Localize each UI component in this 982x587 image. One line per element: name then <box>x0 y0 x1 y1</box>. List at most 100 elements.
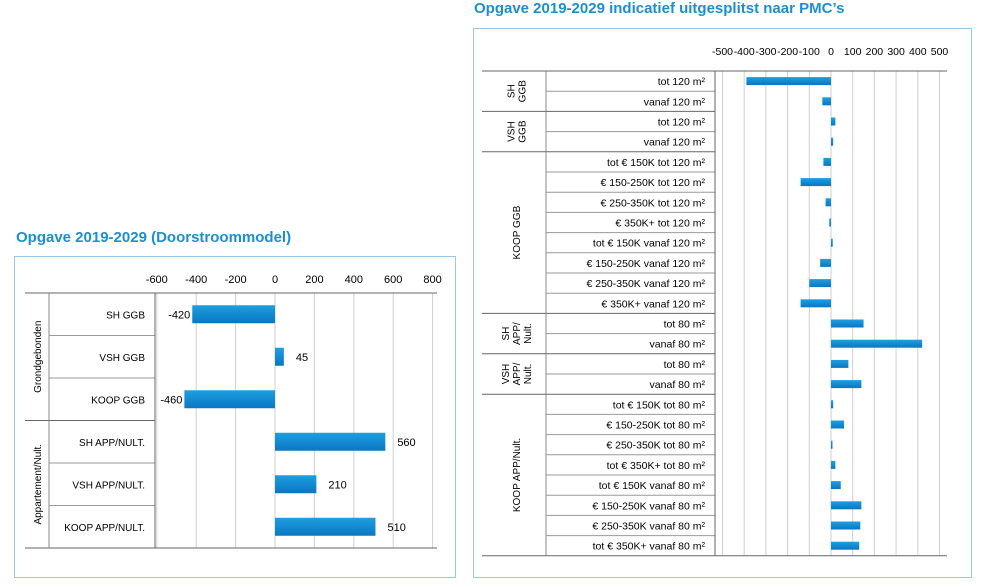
category-label: € 150-250K vanaf 120 m² <box>587 258 706 270</box>
bar <box>831 380 862 389</box>
category-label: € 250-350K vanaf 80 m² <box>592 521 705 533</box>
data-label: 45 <box>296 352 308 364</box>
x-tick-label: -600 <box>146 274 168 286</box>
category-label: € 350K+ tot 120 m² <box>615 218 705 230</box>
bar <box>831 501 862 510</box>
bar <box>831 359 849 368</box>
data-label: -460 <box>160 394 182 406</box>
x-tick-label: 300 <box>887 46 905 58</box>
x-tick-label: 500 <box>931 46 949 58</box>
x-tick-label: -200 <box>225 274 247 286</box>
bar <box>275 432 386 451</box>
category-label: € 150-250K tot 120 m² <box>601 177 706 189</box>
bar <box>831 137 834 146</box>
x-tick-label: 200 <box>305 274 323 286</box>
group-label: VSH <box>501 364 512 385</box>
category-label: € 150-250K tot 80 m² <box>606 420 705 432</box>
bar <box>800 178 831 187</box>
category-label: SH APP/NULT. <box>79 438 145 449</box>
group-label: GGB <box>518 120 529 143</box>
x-tick-label: 0 <box>272 274 278 286</box>
chart2-title: Opgave 2019-2029 indicatief uitgesplitst… <box>474 0 845 17</box>
category-label: vanaf 120 m² <box>644 96 706 108</box>
group-label: KOOP GGB <box>512 205 523 259</box>
x-tick-label: -200 <box>777 46 798 58</box>
x-tick-label: 400 <box>345 274 363 286</box>
group-label: KOOP APP/Nult. <box>512 438 523 512</box>
bar <box>831 319 864 328</box>
category-label: tot 120 m² <box>658 117 706 129</box>
bar <box>822 97 831 106</box>
bar <box>831 541 860 550</box>
category-label: tot 80 m² <box>664 319 706 331</box>
category-label: € 150-250K vanaf 80 m² <box>592 500 705 512</box>
category-label: VSH GGB <box>99 353 145 364</box>
group-label: APP/ <box>512 322 523 345</box>
category-label: tot € 150K tot 120 m² <box>607 157 706 169</box>
x-tick-label: 400 <box>909 46 927 58</box>
category-label: KOOP GGB <box>91 395 145 406</box>
data-label: 210 <box>328 479 346 491</box>
bar <box>800 299 831 308</box>
bar <box>184 390 275 409</box>
bar <box>823 157 831 166</box>
x-tick-label: 600 <box>384 274 402 286</box>
category-label: tot € 150K vanaf 120 m² <box>593 238 706 250</box>
group-label: Appartement/Nult. <box>33 444 44 525</box>
category-label: KOOP APP/NULT. <box>64 523 145 534</box>
chart1-svg: -600 -400 -200 0 200 400 600 800 Grondgebonden SH… <box>25 274 442 549</box>
category-label: tot € 150K tot 80 m² <box>613 399 706 411</box>
data-label: 560 <box>397 437 415 449</box>
category-label: € 250-350K tot 120 m² <box>601 197 706 209</box>
x-tick-label: -400 <box>185 274 207 286</box>
x-tick-label: 800 <box>423 274 441 286</box>
bar <box>831 238 833 247</box>
bar <box>275 347 284 366</box>
category-label: tot € 350K+ vanaf 80 m² <box>593 541 706 553</box>
category-label: tot 80 m² <box>664 359 706 371</box>
category-label: vanaf 80 m² <box>650 339 706 351</box>
x-tick-label: -500 <box>712 46 733 58</box>
chart1-title: Opgave 2019-2029 (Doorstroommodel) <box>16 229 292 246</box>
bar <box>192 305 275 324</box>
chart2-panel: -500 -400 -300 -200 -100 0 100 200 300 400 500 SH GG… <box>473 28 972 578</box>
bar <box>831 400 834 409</box>
bar <box>831 339 923 348</box>
category-label: € 350K+ vanaf 120 m² <box>601 298 705 310</box>
category-label: tot 120 m² <box>658 76 706 88</box>
bar <box>825 198 831 207</box>
bar <box>809 279 831 288</box>
bar <box>275 517 376 536</box>
bar <box>275 475 317 494</box>
category-label: SH GGB <box>106 310 145 321</box>
group-label: VSH <box>507 121 518 142</box>
category-label: € 250-350K tot 80 m² <box>606 440 705 452</box>
x-tick-label: -100 <box>799 46 820 58</box>
x-tick-label: -300 <box>755 46 776 58</box>
data-label: -420 <box>168 309 190 321</box>
bar <box>829 218 831 227</box>
category-label: vanaf 120 m² <box>644 137 706 149</box>
category-label: VSH APP/NULT. <box>72 480 145 491</box>
chart1-panel: -600 -400 -200 0 200 400 600 800 Grondgebonden SH… <box>14 256 456 578</box>
group-label: SH <box>501 327 512 341</box>
x-tick-label: 100 <box>844 46 862 58</box>
bar <box>746 77 831 86</box>
bar <box>831 481 841 490</box>
group-label: GGB <box>518 80 529 103</box>
group-label: APP/ <box>512 362 523 385</box>
bar <box>831 117 836 126</box>
group-label: Grondgebonden <box>33 321 44 393</box>
group-label: Nult. <box>523 364 534 385</box>
group-label: SH <box>507 84 518 98</box>
category-label: tot € 350K+ tot 80 m² <box>607 460 706 472</box>
group-label: Nult. <box>523 323 534 344</box>
data-label: 510 <box>387 522 405 534</box>
category-label: € 250-350K vanaf 120 m² <box>587 278 706 290</box>
bar <box>831 460 836 469</box>
x-tick-label: 0 <box>828 46 834 58</box>
category-label: tot € 150K vanaf 80 m² <box>599 480 706 492</box>
x-tick-label: -400 <box>734 46 755 58</box>
bar <box>831 420 845 429</box>
